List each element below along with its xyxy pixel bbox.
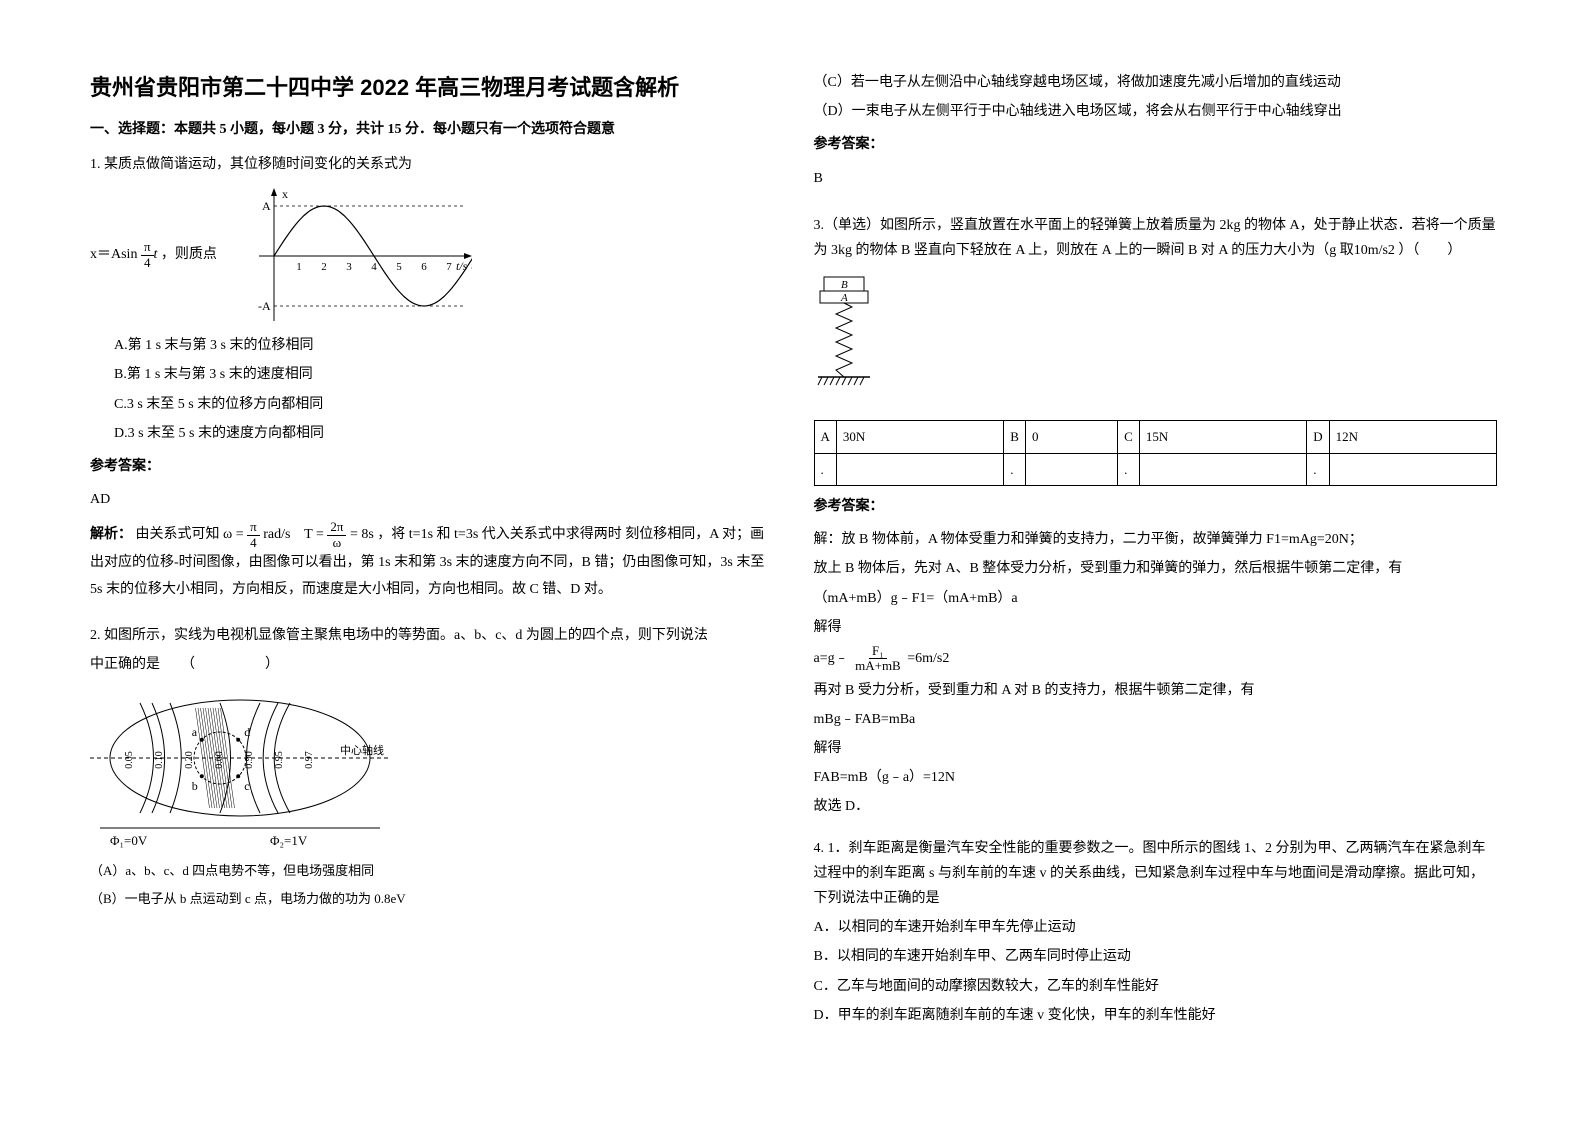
page-title: 贵州省贵阳市第二十四中学 2022 年高三物理月考试题含解析 [90, 70, 774, 102]
svg-text:0.20: 0.20 [184, 752, 195, 770]
question-3: 3.（单选）如图所示，竖直放置在水平面上的轻弹簧上放着质量为 2kg 的物体 A… [814, 213, 1498, 824]
svg-text:d: d [244, 725, 250, 739]
q3-options-table: A 30N B 0 C 15N D 12N . . . . [814, 420, 1498, 486]
svg-text:2: 2 [321, 261, 327, 273]
q1-option-d: D.3 s 末至 5 s 末的速度方向都相同 [114, 421, 774, 446]
q3-cell-D-label: D [1307, 421, 1329, 453]
svg-text:3: 3 [346, 261, 352, 273]
q2-option-a: （A）a、b、c、d 四点电势不等，但电场强度相同 [90, 859, 774, 882]
svg-text:7: 7 [446, 261, 452, 273]
q3-cell-D-val: 12N [1329, 421, 1496, 453]
svg-text:5: 5 [396, 261, 402, 273]
q4-option-b: B．以相同的车速开始刹车甲、乙两车同时停止运动 [814, 944, 1498, 969]
question-1: 1. 某质点做简谐运动，其位移随时间变化的关系式为 x＝Asin π 4 t ，… [90, 152, 774, 611]
q3-sol1: 解：放 B 物体前，A 物体受重力和弹簧的支持力，二力平衡，故弹簧弹力 F1=m… [814, 527, 1498, 552]
svg-text:0.05: 0.05 [124, 752, 135, 770]
svg-text:0.97: 0.97 [304, 752, 315, 770]
q1-option-c: C.3 s 末至 5 s 末的位移方向都相同 [114, 392, 774, 417]
svg-text:0.60: 0.60 [214, 752, 225, 770]
q1-formula-row: x＝Asin π 4 t ，则质点 1 2 3 4 5 6 7 8 xA -A t/s [90, 185, 774, 325]
svg-text:0.90: 0.90 [244, 752, 255, 770]
svg-text:x: x [282, 187, 288, 201]
section-header: 一、选择题：本题共 5 小题，每小题 3 分，共计 15 分．每小题只有一个选项… [90, 118, 774, 138]
q3-sol9: FAB=mB（g﹣a）=12N [814, 765, 1498, 790]
q3-sol3: （mA+mB）g﹣F1=（mA+mB）a [814, 586, 1498, 611]
svg-text:A: A [840, 292, 848, 304]
q3-cell-B-val: 0 [1025, 421, 1117, 453]
q3-cell-B-label: B [1004, 421, 1026, 453]
q4-option-a: A．以相同的车速开始刹车甲车先停止运动 [814, 915, 1498, 940]
q3-answer-label: 参考答案： [814, 494, 1498, 519]
q1-answer-label: 参考答案： [90, 454, 774, 479]
q4-stem: 4. 1．刹车距离是衡量汽车安全性能的重要参数之一。图中所示的图线 1、2 分别… [814, 836, 1498, 912]
q2-option-c: （C）若一电子从左侧沿中心轴线穿越电场区域，将做加速度先减小后增加的直线运动 [814, 70, 1498, 95]
q3-cell-C-val: 15N [1139, 421, 1306, 453]
q1-answer: AD [90, 487, 774, 512]
svg-text:Φ₂=1V: Φ₂=1V [270, 833, 308, 848]
q3-cell-A-val: 30N [836, 421, 1003, 453]
svg-text:b: b [192, 780, 198, 794]
q2-answer: B [814, 166, 1498, 191]
svg-text:0.95: 0.95 [274, 752, 285, 770]
left-column: 贵州省贵阳市第二十四中学 2022 年高三物理月考试题含解析 一、选择题：本题共… [90, 70, 774, 1082]
q3-cell-C-label: C [1118, 421, 1140, 453]
omega-frac: π 4 [247, 520, 260, 550]
q3-sol10: 故选 D． [814, 794, 1498, 819]
svg-text:4: 4 [371, 261, 377, 273]
q3-sol6: 再对 B 受力分析，受到重力和 A 对 B 的支持力，根据牛顿第二定律，有 [814, 678, 1498, 703]
q2-option-d: （D）一束电子从左侧平行于中心轴线进入电场区域，将会从右侧平行于中心轴线穿出 [814, 99, 1498, 124]
q1-option-b: B.第 1 s 末与第 3 s 末的速度相同 [114, 362, 774, 387]
sol5-frac: F₁ mA+mB [852, 644, 904, 674]
q1-formula: x＝Asin π 4 t ，则质点 [90, 240, 217, 270]
svg-text:8: 8 [471, 261, 473, 273]
svg-text:c: c [244, 780, 249, 794]
right-column: （C）若一电子从左侧沿中心轴线穿越电场区域，将做加速度先减小后增加的直线运动 （… [814, 70, 1498, 1082]
q4-option-c: C．乙车与地面间的动摩擦因数较大，乙车的刹车性能好 [814, 974, 1498, 999]
svg-text:a: a [192, 725, 198, 739]
q3-sol2: 放上 B 物体后，先对 A、B 整体受力分析，受到重力和弹簧的弹力，然后根据牛顿… [814, 556, 1498, 581]
q3-spring-figure: BA [814, 275, 894, 395]
q2-figure: a d b c 0.05 0.10 0.20 0.60 0.90 0.95 0.97 Φ₁=0V Φ₂=… [90, 683, 774, 853]
q1-stem: 1. 某质点做简谐运动，其位移随时间变化的关系式为 [90, 152, 774, 177]
svg-text:6: 6 [421, 261, 427, 273]
q2-stem2: 中正确的是 （ ） [90, 652, 774, 677]
q2-stem1: 2. 如图所示，实线为电视机显像管主聚焦电场中的等势面。a、b、c、d 为圆上的… [90, 623, 774, 648]
question-4: 4. 1．刹车距离是衡量汽车安全性能的重要参数之一。图中所示的图线 1、2 分别… [814, 836, 1498, 1032]
q1-option-a: A.第 1 s 末与第 3 s 末的位移相同 [114, 333, 774, 358]
q2-continued: （C）若一电子从左侧沿中心轴线穿越电场区域，将做加速度先减小后增加的直线运动 （… [814, 70, 1498, 201]
q4-option-d: D．甲车的刹车距离随刹车前的车速 v 变化快，甲车的刹车性能好 [814, 1003, 1498, 1028]
q1-wave-figure: 1 2 3 4 5 6 7 8 xA -A t/s [253, 185, 473, 325]
q3-cell-A-label: A [814, 421, 836, 453]
q1-fraction: π 4 [141, 240, 154, 270]
svg-text:Φ₁=0V: Φ₁=0V [110, 833, 148, 848]
svg-text:t/s: t/s [456, 259, 468, 273]
svg-text:B: B [841, 279, 848, 291]
q1-analysis: 解析： 由关系式可知 ω = π 4 rad/s T = 2π ω = 8s ，… [90, 520, 774, 603]
svg-text:1: 1 [296, 261, 302, 273]
T-frac: 2π ω [327, 520, 346, 550]
q3-sol8: 解得 [814, 736, 1498, 761]
svg-text:中心轴线: 中心轴线 [340, 743, 384, 757]
q3-sol5: a=g﹣ F₁ mA+mB =6m/s2 [814, 644, 1498, 674]
q3-sol4: 解得 [814, 615, 1498, 640]
q2-answer-label: 参考答案： [814, 132, 1498, 157]
svg-text:0.10: 0.10 [154, 752, 165, 770]
svg-text:A: A [262, 199, 271, 213]
question-2: 2. 如图所示，实线为电视机显像管主聚焦电场中的等势面。a、b、c、d 为圆上的… [90, 623, 774, 910]
q3-sol7: mBg﹣FAB=mBa [814, 707, 1498, 732]
q3-stem: 3.（单选）如图所示，竖直放置在水平面上的轻弹簧上放着质量为 2kg 的物体 A… [814, 213, 1498, 263]
q2-option-b: （B）一电子从 b 点运动到 c 点，电场力做的功为 0.8eV [90, 887, 774, 910]
svg-text:-A: -A [258, 299, 271, 313]
